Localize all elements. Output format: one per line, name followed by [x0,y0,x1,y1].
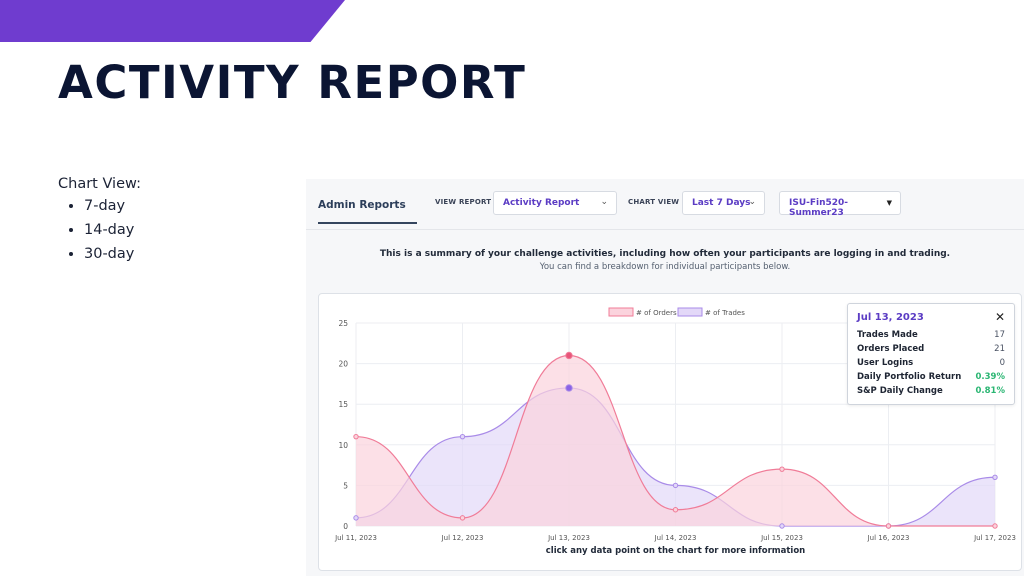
course-select[interactable]: ISU-Fin520-Summer23 ▼ [779,191,901,218]
activity-chart[interactable]: 0 5 10 15 20 25 Jul 11, 2023 Jul 12, 2023 Jul 13… [319,294,1021,570]
y-tick-label: 20 [338,360,348,369]
chart-view-select[interactable]: Last 7 Days ⌄ [682,191,765,215]
data-point[interactable] [459,515,466,521]
tooltip-row-value: 0 [999,358,1005,368]
y-tick-label: 10 [338,441,348,450]
notes-item: 7-day [84,197,141,216]
data-point[interactable] [779,466,785,472]
series-area [356,355,995,526]
legend-swatch [677,307,703,317]
tooltip-row: S&P Daily Change 0.81% [857,386,1005,396]
legend-label: # of Trades [705,309,745,317]
tab-admin-reports[interactable]: Admin Reports [318,199,406,211]
tooltip-rows: Trades Made 17 Orders Placed 21 User Logins 0… [857,330,1005,396]
summary-line-1: This is a summary of your challenge acti… [379,249,951,259]
data-point[interactable] [459,433,466,440]
x-tick-label: Jul 11, 2023 [334,534,377,542]
chart-panel: 0 5 10 15 20 25 Jul 11, 2023 Jul 12, 2023 Jul 13… [318,293,1022,571]
header-banner [0,0,345,42]
tooltip-row-value: 17 [994,330,1005,340]
notes-item: 30-day [84,245,141,264]
data-point[interactable] [565,351,573,360]
data-point[interactable] [672,482,679,489]
chart-legend: # of Orders # of Trades [608,307,745,317]
app-screenshot: Admin Reports VIEW REPORT Activity Repor… [306,179,1024,576]
caret-down-icon: ▼ [886,199,892,207]
tooltip-row-value: 21 [994,344,1005,354]
x-tick-label: Jul 12, 2023 [441,534,484,542]
notes-list: 7-day 14-day 30-day [58,197,141,264]
chevron-down-icon: ⌄ [600,197,608,207]
legend-label: # of Orders [636,309,677,317]
view-report-label: VIEW REPORT [435,198,492,206]
data-point[interactable] [885,523,892,529]
chart-view-value: Last 7 Days [692,198,751,208]
close-icon[interactable]: ✕ [994,310,1005,324]
tooltip-row: Orders Placed 21 [857,344,1005,354]
tooltip-row-value: 0.81% [975,386,1006,396]
tooltip-row: Trades Made 17 [857,330,1005,340]
slide-title: ACTIVITY REPORT [58,56,527,109]
data-point[interactable] [992,523,998,529]
report-toolbar: Admin Reports VIEW REPORT Activity Repor… [306,179,1024,229]
y-tick-label: 15 [338,400,348,409]
x-tick-label: Jul 14, 2023 [654,534,697,542]
active-tab-indicator [318,222,417,224]
data-point[interactable] [353,433,359,440]
data-point[interactable] [353,515,359,521]
course-value: ISU-Fin520-Summer23 [789,198,849,218]
data-point[interactable] [565,384,573,392]
chart-view-notes: Chart View: 7-day 14-day 30-day [58,176,141,269]
data-point[interactable] [779,523,785,529]
data-point[interactable] [672,507,679,513]
chart-view-label: CHART VIEW [628,198,680,206]
x-tick-label: Jul 16, 2023 [867,534,910,542]
toolbar-divider [306,229,1024,230]
summary-line-2: You can find a breakdown for individual … [539,262,791,272]
data-point-tooltip: Jul 13, 2023 ✕ Trades Made 17 Orders Place… [847,303,1015,405]
view-report-value: Activity Report [503,198,580,208]
y-tick-label: 5 [343,481,348,490]
x-tick-label: Jul 17, 2023 [973,534,1016,542]
chart-hint: click any data point on the chart for mo… [546,546,805,556]
data-point[interactable] [992,474,998,480]
x-tick-label: Jul 13, 2023 [547,534,590,542]
tooltip-row-label: Orders Placed [857,344,925,354]
tooltip-row-label: Daily Portfolio Return [857,372,962,382]
chevron-down-icon: ⌄ [748,197,756,207]
report-summary: This is a summary of your challenge acti… [306,249,1024,272]
tooltip-row-label: Trades Made [857,330,918,340]
tooltip-row: Daily Portfolio Return 0.39% [857,372,1005,382]
tooltip-row-label: User Logins [857,358,914,368]
tooltip-date: Jul 13, 2023 [857,312,924,323]
notes-item: 14-day [84,221,141,240]
legend-swatch [608,307,634,317]
notes-heading: Chart View: [58,176,141,192]
x-tick-label: Jul 15, 2023 [760,534,803,542]
y-tick-label: 0 [343,522,348,531]
view-report-select[interactable]: Activity Report ⌄ [493,191,617,215]
tooltip-row-value: 0.39% [975,372,1006,382]
tooltip-row: User Logins 0 [857,358,1005,368]
y-tick-label: 25 [338,319,348,328]
tooltip-row-label: S&P Daily Change [857,386,943,396]
